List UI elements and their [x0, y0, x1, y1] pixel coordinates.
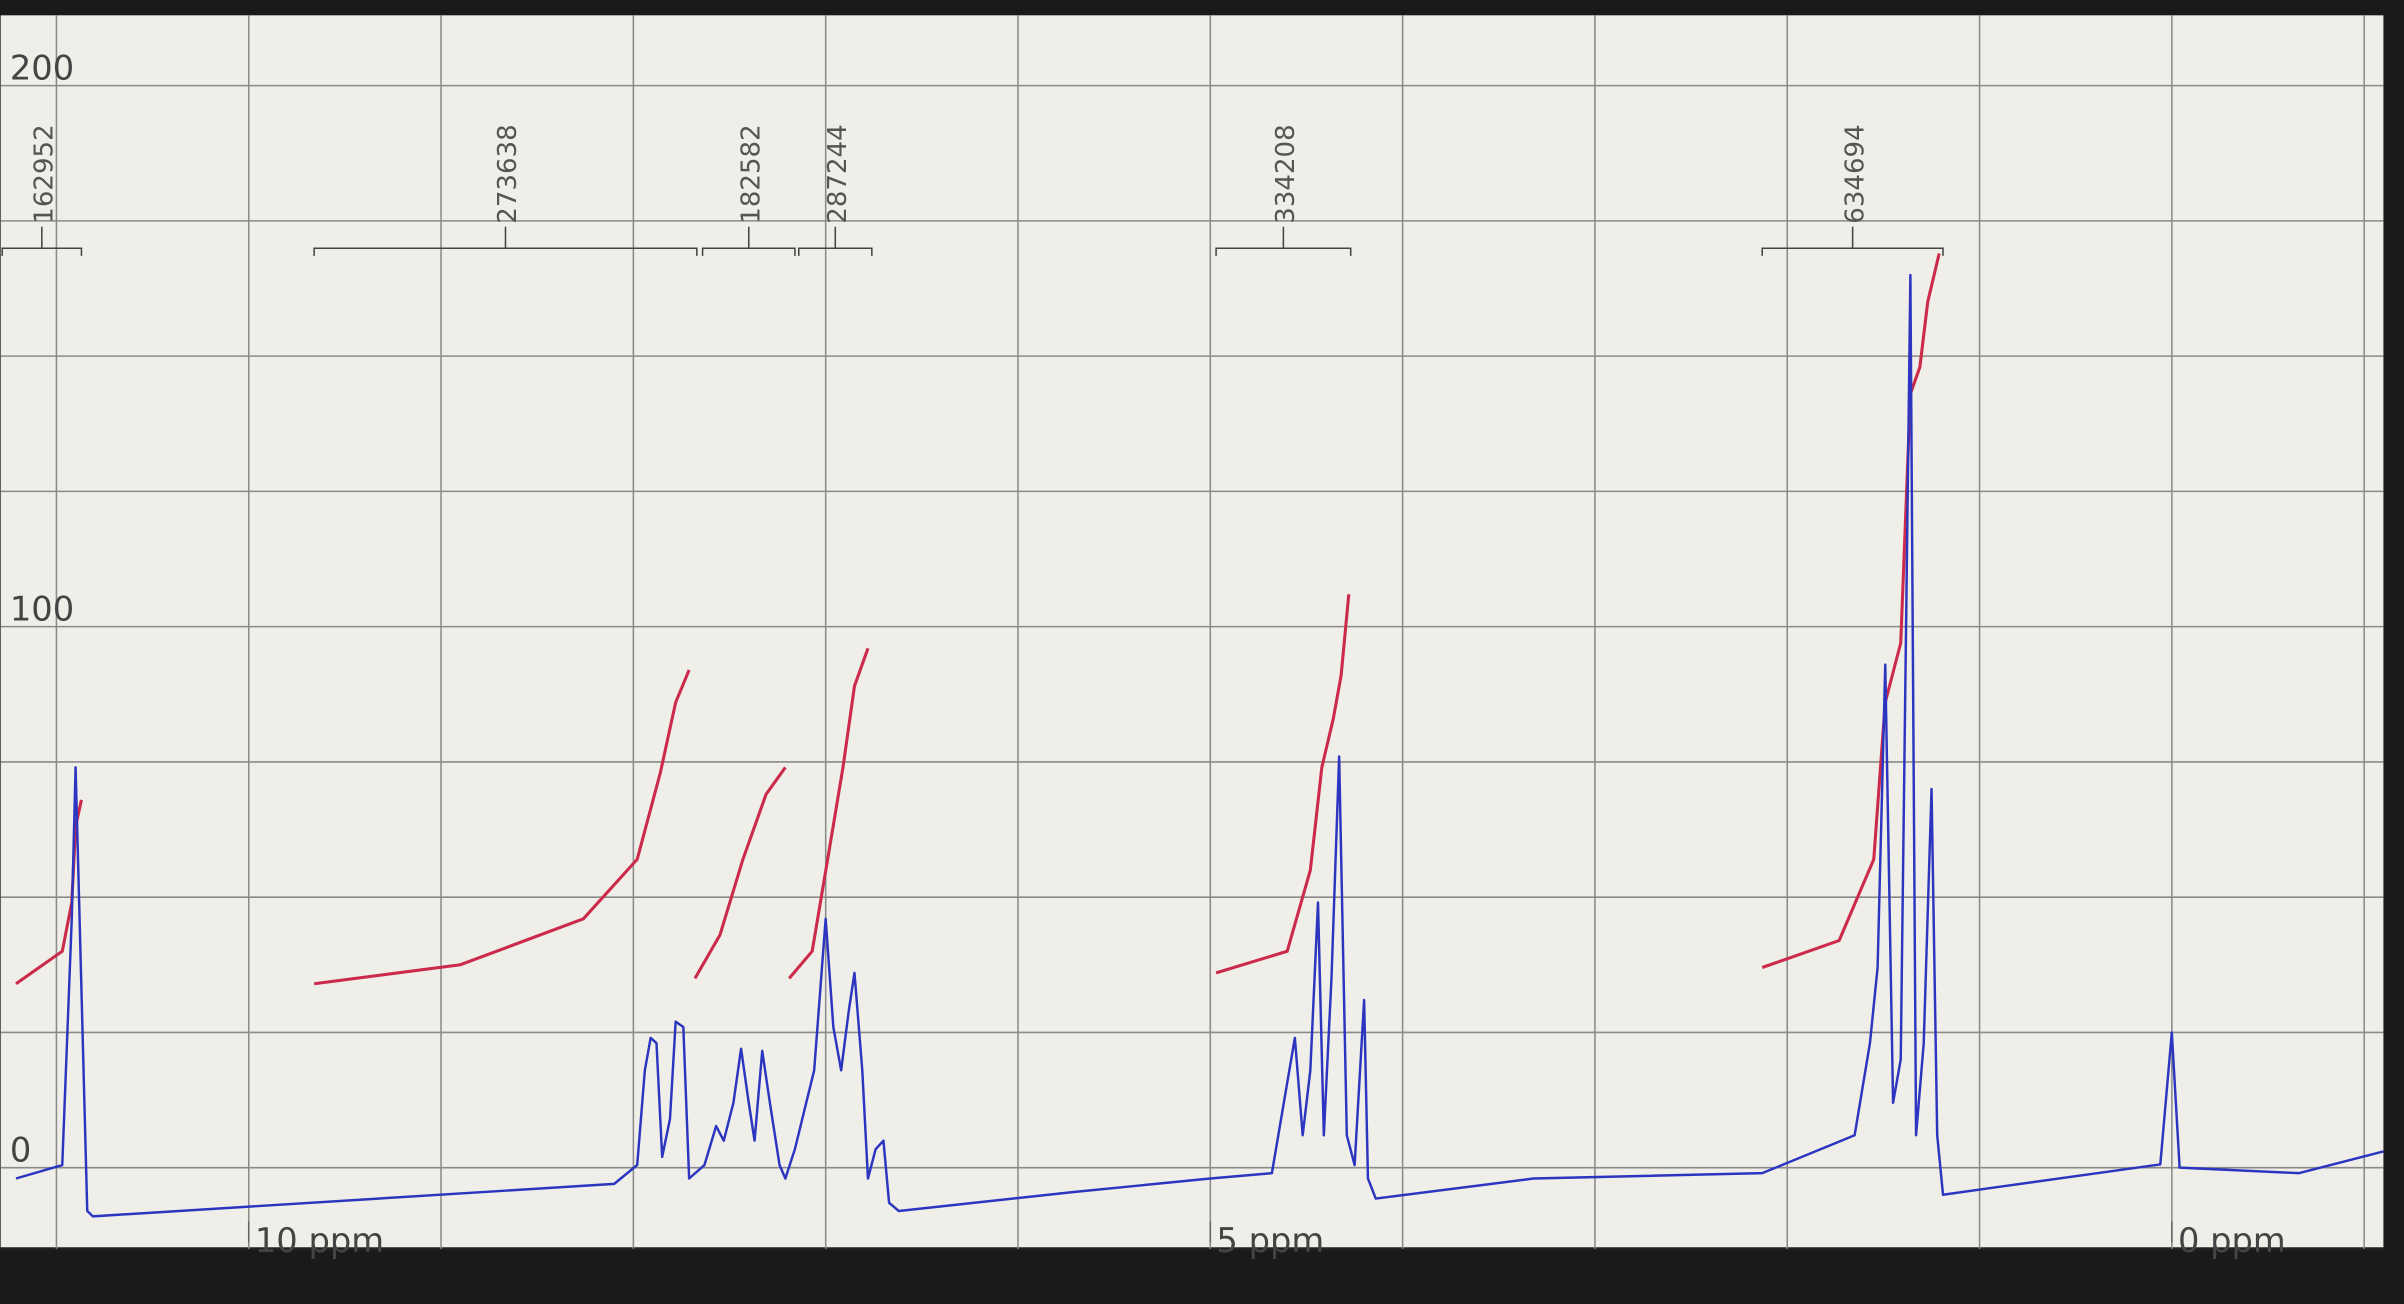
integral-label: 182582	[736, 124, 766, 223]
y-tick-label: 0	[10, 1131, 31, 1170]
integral-bracket	[797, 226, 873, 256]
spectrum-line	[15, 273, 2384, 1218]
integral-bracket	[1, 226, 83, 256]
plot-area	[0, 15, 2384, 1249]
integral-bracket	[313, 226, 698, 256]
integral-curve	[693, 766, 787, 980]
integral-label: 334208	[1271, 124, 1301, 223]
integral-curve	[1761, 253, 1941, 969]
integral-bracket	[701, 226, 796, 256]
integral-bracket	[1761, 226, 1944, 256]
x-tick-label: 0 ppm	[2178, 1221, 2286, 1260]
x-tick-label: 10 ppm	[255, 1221, 384, 1260]
integral-label: 162952	[30, 124, 60, 223]
integral-label: 634694	[1840, 124, 1870, 223]
integral-curve	[313, 669, 691, 986]
integral-curve	[1215, 594, 1351, 975]
x-tick-label: 5 ppm	[1216, 1221, 1324, 1260]
y-tick-label: 100	[10, 590, 74, 629]
integral-label: 273638	[493, 124, 523, 223]
integral-label: 287244	[823, 124, 853, 223]
integral-curve	[788, 647, 870, 980]
y-tick-label: 200	[10, 49, 74, 88]
integral-bracket	[1215, 226, 1352, 256]
